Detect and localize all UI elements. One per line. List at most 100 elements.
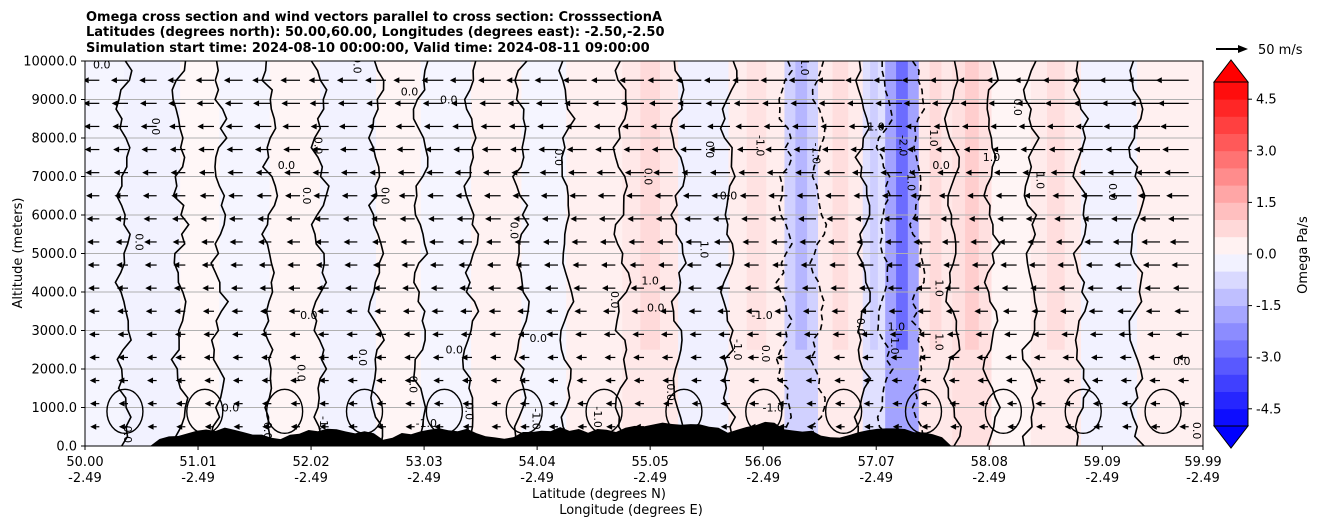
wind-vector: [402, 308, 415, 315]
wind-vector: [788, 77, 816, 84]
wind-vector: [744, 285, 759, 292]
wind-vector: [795, 169, 816, 176]
wind-vector: [816, 77, 845, 84]
contour-label-4: 0.0: [311, 137, 324, 155]
wind-vector: [430, 285, 444, 292]
wind-vector: [404, 377, 415, 384]
wind-vector: [569, 192, 587, 199]
wind-vector: [308, 77, 329, 84]
wind-vector: [886, 262, 902, 269]
wind-vector: [319, 423, 329, 430]
contour-label-55: 1.0: [933, 333, 946, 351]
wind-vector: [913, 238, 931, 245]
wind-vector: [310, 123, 329, 130]
wind-vector: [88, 308, 100, 315]
wind-vector: [597, 192, 616, 199]
omega-core-13: [746, 61, 767, 350]
colorbar-segment-15: [1214, 150, 1248, 169]
wind-vector: [774, 308, 788, 315]
wind-vector: [1052, 192, 1074, 199]
wind-vector: [198, 169, 214, 176]
wind-vector: [515, 262, 530, 269]
wind-vector: [917, 308, 931, 315]
wind-vector: [372, 262, 386, 269]
wind-vector: [662, 377, 673, 384]
wind-vector: [603, 331, 616, 338]
wind-vector: [933, 123, 960, 130]
contour-line-3: [210, 61, 230, 446]
wind-vector: [116, 285, 128, 292]
wind-vector: [900, 54, 931, 60]
wind-vector: [1041, 54, 1074, 60]
wind-vector: [745, 308, 759, 315]
wind-vector: [1071, 77, 1103, 84]
y-tick-label-2: 2000.0: [32, 363, 78, 378]
wind-vector: [878, 146, 902, 153]
wind-vector: [1114, 262, 1132, 269]
wind-vector: [968, 215, 988, 222]
wind-vector: [742, 238, 759, 245]
wind-vector: [857, 262, 874, 269]
wind-vector: [393, 77, 415, 84]
wind-vector: [928, 54, 959, 60]
wind-vector: [772, 262, 788, 269]
contour-label-41: -1.0: [753, 135, 766, 156]
wind-vector: [517, 331, 530, 338]
wind-vector: [1105, 146, 1132, 153]
wind-vector: [405, 423, 415, 430]
wind-vector: [919, 354, 931, 361]
wind-vector: [345, 308, 358, 315]
contour-label-7: 0.0: [379, 187, 392, 205]
wind-vector: [778, 423, 788, 430]
wind-vector: [482, 169, 501, 176]
contour-line-11: [612, 61, 632, 446]
wind-vector: [677, 100, 702, 107]
y-tick-label-4: 4000.0: [32, 286, 78, 301]
wind-vector: [514, 238, 530, 245]
wind-vector: [967, 192, 988, 199]
wind-vector: [1137, 192, 1160, 199]
wind-vector: [793, 146, 816, 153]
wind-vector: [997, 215, 1017, 222]
wind-vector: [845, 77, 874, 84]
wind-vector: [256, 192, 272, 199]
wind-vector: [1176, 354, 1189, 361]
wind-vector: [373, 285, 386, 292]
contour-label-53: 1.0: [927, 129, 940, 147]
wind-vector: [228, 192, 243, 199]
wind-vector: [887, 285, 902, 292]
contour-loop-2: [265, 388, 304, 435]
wind-vector: [196, 100, 214, 107]
wind-vector: [1027, 238, 1046, 245]
terrain-silhouette: [85, 421, 1203, 446]
wind-vector: [884, 238, 902, 245]
wind-vector: [459, 285, 472, 292]
wind-vector: [1030, 285, 1046, 292]
wind-vector: [1148, 354, 1160, 361]
wind-vector: [371, 215, 386, 222]
wind-vector: [457, 238, 472, 245]
contour-line-7: [412, 61, 429, 446]
wind-vector: [232, 354, 243, 361]
wind-vector: [1073, 100, 1103, 107]
contour-label-37: -1.0: [530, 408, 543, 429]
wind-vector: [998, 238, 1017, 245]
wind-vector: [542, 238, 558, 245]
wind-vector: [659, 285, 673, 292]
wind-vector: [146, 331, 157, 338]
wind-vector: [455, 192, 472, 199]
wind-vector: [429, 238, 444, 245]
colorbar-segment-2: [1214, 374, 1248, 392]
wind-vector: [739, 192, 759, 199]
omega-core-15: [832, 61, 849, 350]
wind-vector: [1006, 400, 1017, 407]
wind-vector: [1016, 100, 1046, 107]
wind-vector: [1013, 54, 1046, 60]
wind-vector: [429, 262, 444, 269]
wind-vector: [118, 423, 128, 430]
contour-label-43: -1.0: [731, 339, 744, 360]
wind-vector: [173, 262, 186, 269]
wind-vector: [1144, 285, 1160, 292]
wind-vector: [116, 262, 128, 269]
contour-label-6: 0.0: [401, 86, 419, 99]
